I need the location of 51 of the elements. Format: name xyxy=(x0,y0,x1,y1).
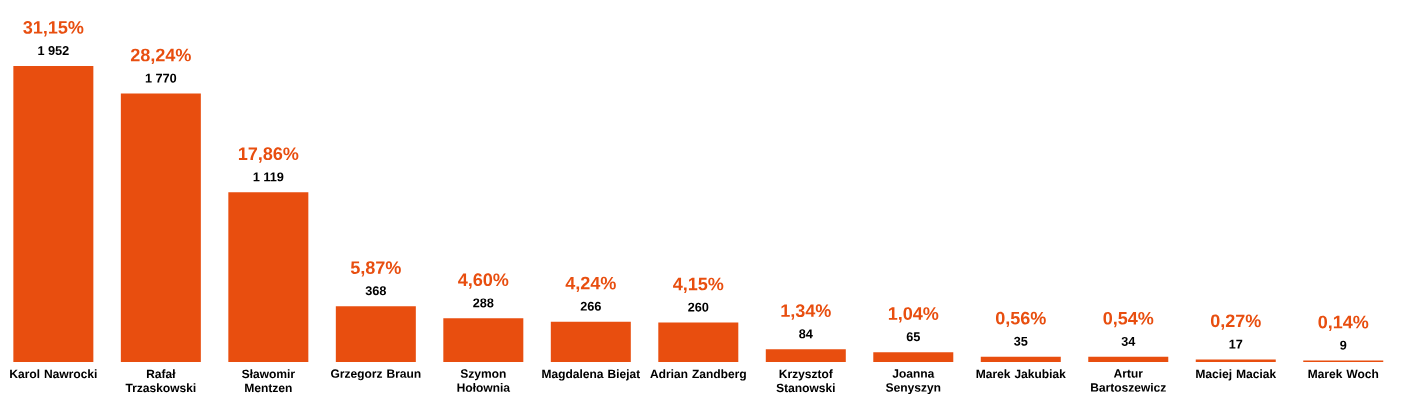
x-tick-label: Maciej Maciak xyxy=(1196,369,1277,381)
x-tick-label: Joanna Senyszyn xyxy=(885,369,941,395)
x-tick-label: Adrian Zandberg xyxy=(650,369,746,381)
bar xyxy=(443,318,524,362)
bar xyxy=(335,306,416,362)
bar xyxy=(1088,356,1169,362)
x-tick-label: Karol Nawrocki xyxy=(10,369,97,379)
data-label: 35 xyxy=(1014,336,1028,346)
annotation: 17,86% xyxy=(238,147,299,163)
x-tick-label: Marek Jakubiak xyxy=(976,369,1066,379)
bar xyxy=(228,192,309,362)
bar xyxy=(873,352,954,362)
x-tick-label: Krzysztof Stanowski xyxy=(776,369,835,393)
data-label: 368 xyxy=(365,286,386,296)
annotation: 0,14% xyxy=(1318,315,1369,332)
bar xyxy=(120,93,201,362)
bar xyxy=(13,65,94,362)
bar xyxy=(765,349,846,362)
x-tick-label: Magdalena Biejat xyxy=(542,369,641,381)
x-tick-label: Marek Woch xyxy=(1308,369,1379,379)
annotation: 4,24% xyxy=(565,276,616,293)
bar xyxy=(980,356,1061,362)
bar xyxy=(550,321,631,362)
x-tick-label: Sławomir Mentzen xyxy=(242,369,295,393)
annotation: 5,87% xyxy=(350,261,401,277)
data-label: 65 xyxy=(906,332,920,342)
x-tick-label: Artur Bartoszewicz xyxy=(1091,369,1166,392)
data-label: 1 770 xyxy=(145,73,177,83)
data-label: 288 xyxy=(473,298,494,308)
data-label: 266 xyxy=(580,301,601,311)
data-label: 84 xyxy=(799,329,813,339)
data-label: 1 952 xyxy=(38,46,69,56)
data-label: 34 xyxy=(1121,336,1136,346)
annotation: 1,34% xyxy=(781,304,831,320)
x-tick-label: Grzegorz Braun xyxy=(330,369,421,381)
annotation: 0,27% xyxy=(1210,314,1261,330)
data-label: 9 xyxy=(1340,340,1347,350)
annotation: 4,60% xyxy=(458,273,509,289)
data-label: 1 119 xyxy=(253,172,284,182)
annotation: 31,15% xyxy=(23,21,84,37)
annotation: 0,56% xyxy=(995,311,1046,328)
annotation: 4,15% xyxy=(673,277,724,293)
data-label: 260 xyxy=(688,302,709,312)
bar xyxy=(658,322,739,362)
bar xyxy=(1195,359,1276,362)
x-tick-label: Rafał Trzaskowski xyxy=(125,369,196,393)
x-tick-label: Szymon Hołownia xyxy=(457,369,511,392)
annotation: 0,54% xyxy=(1103,311,1154,328)
annotation: 28,24% xyxy=(130,48,191,64)
annotation: 1,04% xyxy=(888,307,939,323)
data-label: 17 xyxy=(1229,339,1243,349)
